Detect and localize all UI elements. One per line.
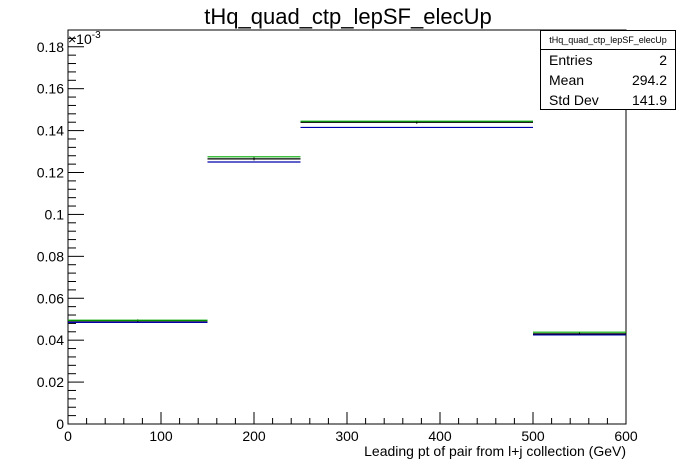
stats-row-mean: Mean 294.2 — [541, 70, 675, 90]
y-tick-label: 0.1 — [45, 206, 65, 222]
x-tick-label: 600 — [614, 428, 638, 444]
x-tick-label: 0 — [64, 428, 72, 444]
axis-ticks — [67, 37, 627, 425]
x-tick-label: 200 — [242, 428, 266, 444]
y-tick-label: 0.08 — [37, 248, 64, 264]
stats-row-stddev: Std Dev 141.9 — [541, 90, 675, 110]
y-exponent-label: ×10-3 — [68, 30, 101, 47]
x-tick-label: 500 — [521, 428, 545, 444]
x-tick-label: 300 — [335, 428, 359, 444]
y-tick-label: 0.04 — [37, 332, 64, 348]
y-tick-label: 0.14 — [37, 123, 64, 139]
x-axis-title: Leading pt of pair from l+j collection (… — [364, 443, 626, 459]
stats-label: Mean — [549, 72, 585, 88]
y-tick-label: 0.02 — [37, 374, 64, 390]
stats-row-entries: Entries 2 — [541, 50, 675, 70]
stats-value: 2 — [659, 52, 667, 68]
stats-label: Std Dev — [549, 92, 599, 108]
stats-value: 141.9 — [631, 92, 667, 108]
y-tick-label: 0.18 — [37, 39, 64, 55]
y-tick-label: 0.16 — [37, 81, 64, 97]
x-tick-label: 400 — [428, 428, 452, 444]
histogram-bins — [68, 120, 626, 336]
y-tick-label: 0.12 — [37, 165, 64, 181]
stats-value: 294.2 — [631, 72, 667, 88]
stats-label: Entries — [549, 52, 593, 68]
y-tick-label: 0.06 — [37, 290, 64, 306]
y-tick-label: 0 — [56, 416, 64, 432]
stats-box: tHq_quad_ctp_lepSF_elecUp Entries 2 Mean… — [540, 30, 676, 110]
stats-box-name: tHq_quad_ctp_lepSF_elecUp — [541, 31, 675, 50]
chart-title: tHq_quad_ctp_lepSF_elecUp — [204, 4, 492, 29]
x-tick-label: 100 — [149, 428, 173, 444]
tick-labels: 0 100 200 300 400 500 600 0 0.02 0.04 0.06 0.08 0.1 0… — [37, 39, 638, 444]
